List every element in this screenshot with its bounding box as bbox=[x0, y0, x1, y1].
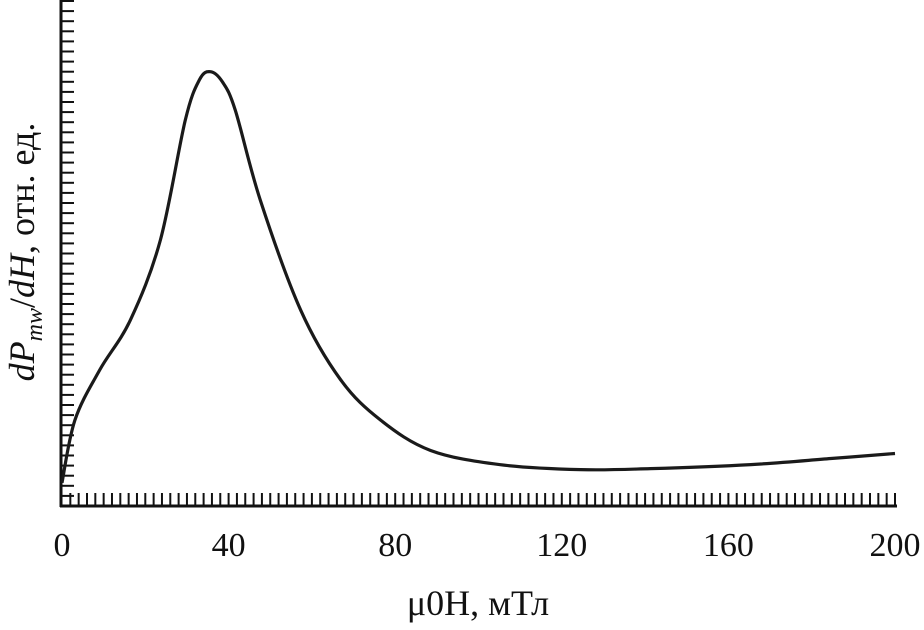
x-tick-label: 80 bbox=[378, 527, 412, 564]
y-axis-title: dPmw/dH, отн. ед. bbox=[2, 123, 48, 382]
x-tick-label: 0 bbox=[54, 527, 71, 564]
x-tick-label: 200 bbox=[870, 527, 921, 564]
series-line bbox=[60, 70, 896, 484]
x-tick-label: 160 bbox=[703, 527, 754, 564]
x-tick-label: 120 bbox=[536, 527, 587, 564]
x-tick-label: 40 bbox=[212, 527, 246, 564]
x-tick-labels: 0 40 80 120 160 200 bbox=[54, 527, 921, 564]
x-axis-title: μ0H, мТл bbox=[407, 583, 549, 623]
axis-ticks bbox=[61, 0, 896, 506]
